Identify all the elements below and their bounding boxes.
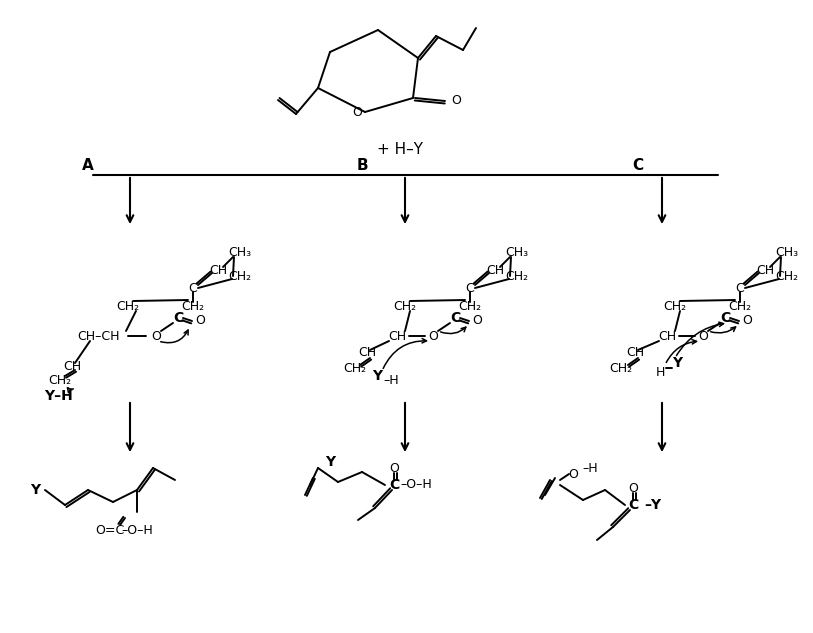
Text: B: B [356,158,367,173]
Text: CH: CH [756,263,774,277]
Text: Y: Y [30,483,40,497]
Text: H: H [655,367,665,380]
Text: CH₂: CH₂ [459,299,481,313]
Text: Y–H: Y–H [44,389,72,403]
Text: CH₂: CH₂ [228,270,251,282]
Text: CH₂: CH₂ [728,299,751,313]
Text: O: O [472,315,482,327]
Text: C: C [450,311,460,325]
Text: C: C [633,158,644,173]
Text: C: C [389,478,399,492]
Text: CH₃: CH₃ [228,246,251,260]
Text: CH₂: CH₂ [49,373,72,387]
Text: –H: –H [582,461,598,475]
Text: + H–Y: + H–Y [377,142,423,156]
Text: CH₂: CH₂ [506,270,528,282]
Text: CH₂: CH₂ [343,361,367,375]
Text: CH: CH [658,330,676,342]
Text: CH: CH [63,360,81,372]
Text: A: A [82,158,93,173]
Text: O: O [151,330,161,342]
Text: O: O [698,330,708,342]
Text: O: O [428,330,438,342]
Text: CH: CH [388,330,406,342]
Text: CH₂: CH₂ [610,361,633,375]
Text: CH–CH: CH–CH [76,330,120,342]
Text: C: C [628,498,638,512]
Text: CH: CH [358,346,376,360]
Text: CH₂: CH₂ [393,299,416,313]
Text: C: C [189,282,198,294]
Text: CH₂: CH₂ [776,270,798,282]
Text: O: O [389,461,399,475]
Text: C: C [720,311,730,325]
Text: Y: Y [372,369,382,383]
Text: CH₂: CH₂ [663,299,686,313]
Text: Y: Y [672,356,682,370]
Text: O: O [742,315,752,327]
Text: CH₃: CH₃ [776,246,798,260]
Text: CH₂: CH₂ [116,299,140,313]
Text: O: O [568,468,578,482]
Text: CH₃: CH₃ [506,246,528,260]
Text: O: O [352,106,362,120]
Text: –H: –H [383,373,399,387]
Text: O: O [451,94,461,106]
Text: CH: CH [626,346,644,360]
Text: O=C: O=C [95,523,124,537]
Text: O: O [195,315,205,327]
Text: CH₂: CH₂ [181,299,205,313]
Text: CH: CH [486,263,504,277]
Text: Y: Y [325,455,335,469]
Text: –O–H: –O–H [400,479,432,491]
Text: C: C [466,282,474,294]
Text: C: C [173,311,183,325]
Text: –Y: –Y [645,498,662,512]
Text: –O–H: –O–H [121,523,153,537]
Text: CH: CH [209,263,227,277]
Text: C: C [736,282,745,294]
Text: O: O [628,482,638,494]
